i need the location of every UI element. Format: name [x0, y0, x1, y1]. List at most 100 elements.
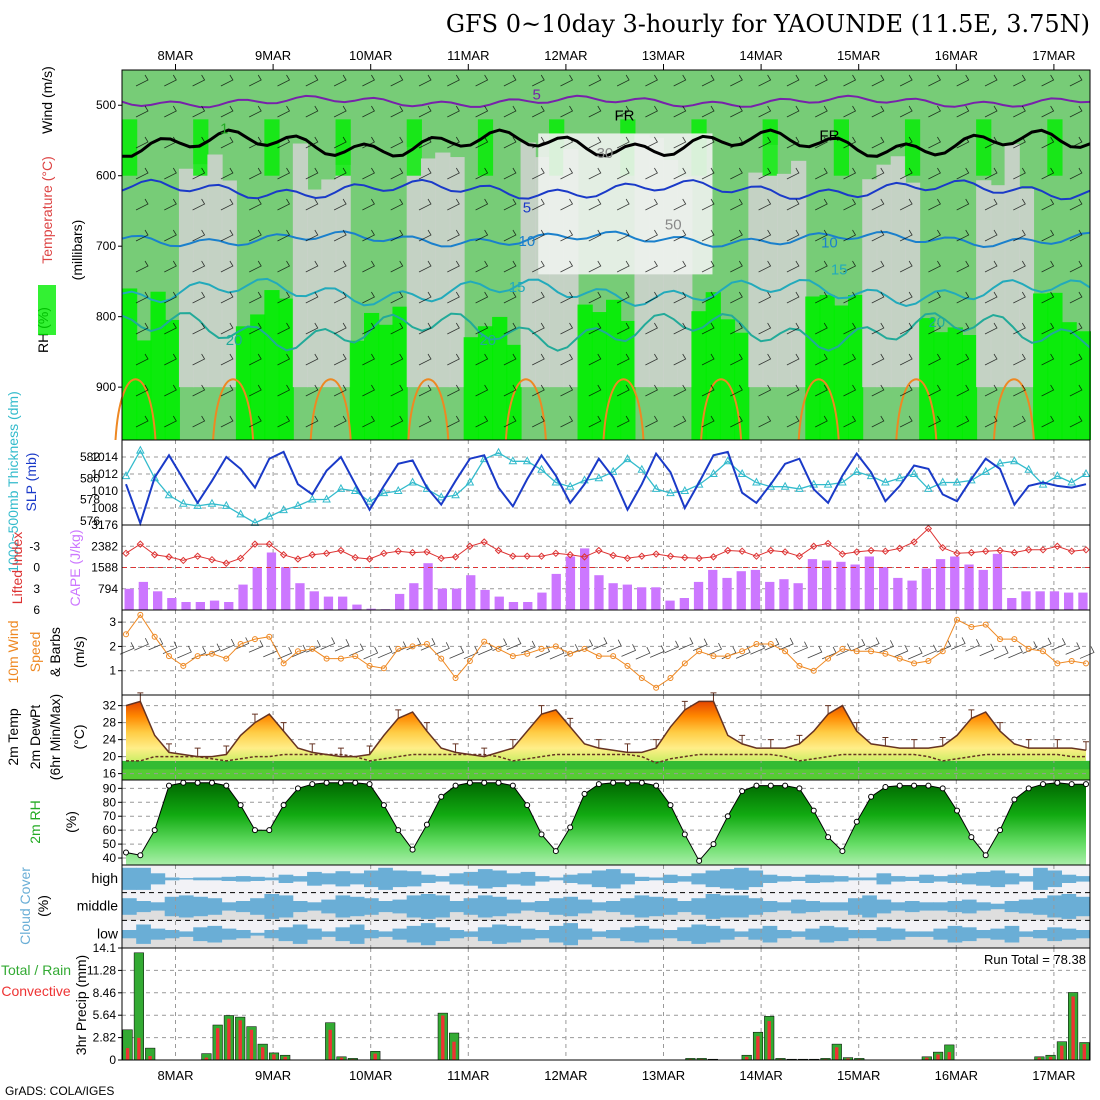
li-point [1082, 546, 1090, 554]
rh-point [380, 802, 387, 809]
wind-barb [362, 105, 375, 118]
rh-point [825, 834, 832, 841]
rh-point [151, 827, 158, 834]
cloud-cell [178, 878, 194, 880]
cloud-cell [150, 873, 166, 885]
cape-bar [153, 591, 163, 610]
precip-frame [121, 947, 1091, 1061]
cloud-cell [193, 896, 208, 917]
wind-barb [532, 229, 545, 242]
wind-speed-point [638, 675, 645, 681]
cloud-cell [136, 901, 151, 913]
thickness-point [322, 494, 331, 503]
wind-barb [673, 74, 687, 87]
wind-barb [616, 322, 630, 335]
wind-barb [786, 198, 800, 211]
cloud-cell [976, 902, 991, 911]
rh-point [667, 802, 674, 809]
wind-barb [871, 229, 885, 242]
wind-barb [758, 74, 772, 87]
wind-barb [192, 167, 206, 180]
wind-barb [1013, 167, 1026, 180]
wind-barb [815, 167, 828, 180]
panel-cloud-cover: high middle low Cloud Cover (%) [17, 864, 1091, 949]
thickness-point [408, 477, 417, 486]
rh-point [896, 782, 903, 789]
wind-barb [815, 260, 828, 273]
cloud-cell [990, 903, 1006, 910]
wind-barb [786, 229, 800, 242]
rh-dry-cell [1018, 188, 1035, 388]
wind-barb [956, 353, 970, 366]
wind-barb [645, 322, 658, 335]
wind-barb [843, 384, 857, 397]
cape-bar [850, 564, 860, 610]
rh-point [624, 779, 631, 786]
rh-point [466, 779, 473, 786]
wind-barb [956, 229, 970, 242]
wind-barb [1051, 638, 1066, 651]
wind-barb [730, 384, 743, 397]
wind-barb [362, 260, 375, 273]
panel-temp2m: 16 20 24 28 32 2m Temp 2m DewPt (6hr Min/Max) (°… [5, 692, 1091, 781]
cloud-cell [392, 928, 408, 940]
date-label-top: 16MAR [935, 48, 978, 63]
thickness-point [952, 477, 962, 486]
rh-point [180, 779, 187, 786]
wind-speed-point [1040, 648, 1047, 655]
rh-moist-cell [164, 319, 180, 440]
cloud-cell [634, 925, 650, 943]
date-label-bottom: 11MAR [447, 1068, 489, 1083]
cape-bar [978, 569, 988, 610]
cloud-cell [150, 902, 166, 911]
wind-barb [871, 384, 885, 397]
wind-barb [277, 322, 291, 335]
wind-barb [758, 353, 772, 366]
thickness-point [551, 477, 561, 486]
pressure-tick: 700 [96, 239, 116, 253]
wind-barb [560, 198, 574, 211]
cloud-cell [620, 898, 635, 915]
wind-barb [447, 353, 460, 366]
wind-barb [418, 198, 432, 211]
wind-barb [192, 74, 206, 87]
cloud-cell [606, 901, 621, 913]
thickness-point [967, 475, 976, 484]
rh-point [1083, 781, 1089, 788]
temperature-isoline [121, 277, 1091, 308]
rh-tick: 80 [103, 795, 117, 809]
cloud-cell [990, 928, 1006, 940]
cloud-cell [947, 925, 963, 943]
precip-tick: 8.46 [93, 986, 117, 1000]
date-label-top: 11MAR [447, 48, 489, 63]
wind-barb [1041, 136, 1055, 149]
cloud-cell [520, 902, 536, 911]
cloud-cell [719, 869, 735, 889]
wind-barb [1069, 74, 1083, 87]
cape-tick: 2382 [91, 539, 118, 553]
rh-point [452, 782, 459, 789]
wind-barb [758, 291, 772, 304]
rh-moist-cell [477, 326, 494, 440]
cloud-cell [961, 873, 977, 885]
li-point [222, 559, 231, 567]
wind-barb [1013, 136, 1026, 149]
wind-barb [899, 229, 913, 242]
wind-barb [277, 74, 291, 87]
wind-speed-point [653, 684, 660, 691]
wind-barb [148, 637, 164, 651]
wind-speed-point [438, 655, 445, 662]
temperature-isoline [121, 128, 1091, 158]
wind-barb [843, 198, 857, 211]
li-point [580, 553, 589, 561]
wind-barb [956, 105, 970, 118]
temperature-isoline [121, 178, 1091, 201]
cloud-cell [307, 871, 322, 886]
wind-barb [164, 260, 177, 273]
temp-tick: 32 [103, 699, 117, 713]
cloud-cell [534, 901, 550, 913]
wind-barb [843, 322, 857, 335]
wind-barb [815, 229, 828, 242]
cloud-cell [691, 924, 707, 944]
cloud-cell [321, 899, 336, 914]
